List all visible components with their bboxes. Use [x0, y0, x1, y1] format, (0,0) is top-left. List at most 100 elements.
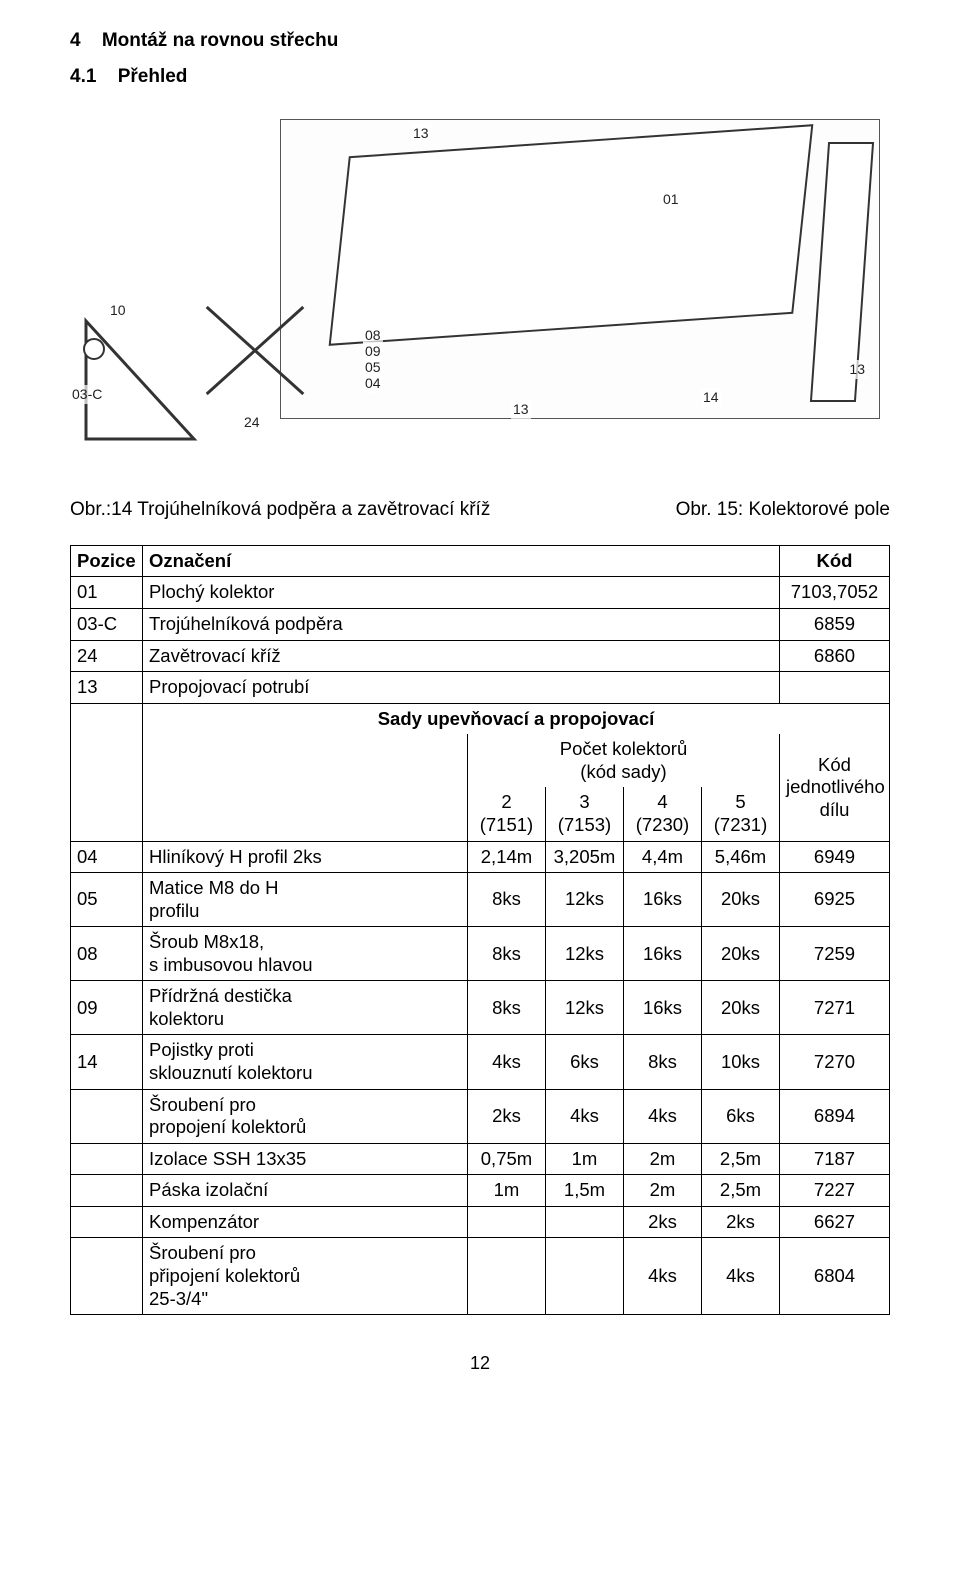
cell-oznaceni: Přídržná destičkakolektoru: [143, 981, 468, 1035]
cell-v3: 3,205m: [545, 841, 623, 873]
cell-oznaceni: Hliníkový H profil 2ks: [143, 841, 468, 873]
cell-oznaceni: Matice M8 do Hprofilu: [143, 873, 468, 927]
cell-v3: 4ks: [545, 1089, 623, 1143]
row-pocet-header: Počet kolektorů (kód sady) Kód jednotliv…: [71, 734, 890, 787]
cell-kod: 7187: [780, 1143, 890, 1175]
cell-kod: 7103,7052: [780, 577, 890, 609]
cell-v3: 12ks: [545, 981, 623, 1035]
cell-pozice: 08: [71, 927, 143, 981]
cell-kod: 6859: [780, 609, 890, 641]
cell-v4: 16ks: [623, 927, 701, 981]
table-row: Izolace SSH 13x350,75m1m2m2,5m7187: [71, 1143, 890, 1175]
cell-kod: 6925: [780, 873, 890, 927]
th-kod: Kód: [780, 545, 890, 577]
fig-label-04: 04: [363, 374, 383, 393]
figure-area: 13 01 08 09 05 04 13 14 13 10 03-C 24: [70, 119, 890, 479]
cell-kod: 7271: [780, 981, 890, 1035]
row-sady-header: Sady upevňovací a propojovací: [71, 703, 890, 734]
cell-kod: 6627: [780, 1206, 890, 1238]
fig-label-13c: 13: [847, 360, 867, 379]
table-row: 14Pojistky protisklouznutí kolektoru4ks6…: [71, 1035, 890, 1089]
th-sady: Sady upevňovací a propojovací: [143, 703, 890, 734]
cell-v5: 20ks: [701, 981, 779, 1035]
figure-collector-field: 13 01 08 09 05 04 13 14 13: [280, 119, 880, 419]
th-pocet-text: Počet kolektorů (kód sady): [560, 738, 688, 782]
cell-v3: [545, 1238, 623, 1315]
cell-v2: 2,14m: [467, 841, 545, 873]
subsection-number: 4.1: [70, 64, 96, 90]
cell-oznaceni: Plochý kolektor: [143, 577, 780, 609]
cell-v4: 2m: [623, 1143, 701, 1175]
th-c4: 4(7230): [623, 787, 701, 841]
fig-label-01: 01: [661, 190, 681, 209]
figure-support-cross: 10 03-C 24: [70, 289, 320, 479]
cell-kod: 6949: [780, 841, 890, 873]
fig-label-24: 24: [242, 413, 262, 432]
cell-oznaceni: Pojistky protisklouznutí kolektoru: [143, 1035, 468, 1089]
table-header-row: Pozice Označení Kód: [71, 545, 890, 577]
cell-v5: 10ks: [701, 1035, 779, 1089]
cell-kod: 6894: [780, 1089, 890, 1143]
cell-oznaceni: Šroub M8x18,s imbusovou hlavou: [143, 927, 468, 981]
cell-pozice: [71, 1089, 143, 1143]
table-row: 13Propojovací potrubí: [71, 672, 890, 704]
cell-pozice: 14: [71, 1035, 143, 1089]
cell-pozice: 04: [71, 841, 143, 873]
subsection-heading: 4.1 Přehled: [70, 64, 890, 90]
page-number: 12: [70, 1351, 890, 1375]
figure-panel: [329, 124, 814, 346]
section-title: Montáž na rovnou střechu: [102, 30, 338, 51]
th-kod-dilu-text: Kód jednotlivého dílu: [786, 754, 885, 820]
cell-oznaceni: Propojovací potrubí: [143, 672, 780, 704]
cell-oznaceni: Trojúhelníková podpěra: [143, 609, 780, 641]
cell-v4: 16ks: [623, 873, 701, 927]
table-row: Šroubení propropojení kolektorů2ks4ks4ks…: [71, 1089, 890, 1143]
cell-v2: 8ks: [467, 981, 545, 1035]
cell-oznaceni: Páska izolační: [143, 1175, 468, 1207]
th-c2: 2(7151): [467, 787, 545, 841]
cell-v5: 2,5m: [701, 1143, 779, 1175]
cell-kod: 7259: [780, 927, 890, 981]
cell-empty: [71, 734, 143, 787]
th-c4a: 4: [657, 791, 667, 812]
cell-v3: 1m: [545, 1143, 623, 1175]
th-c5: 5(7231): [701, 787, 779, 841]
cell-pozice: 13: [71, 672, 143, 704]
th-oznaceni: Označení: [143, 545, 780, 577]
cell-oznaceni: Šroubení propřipojení kolektorů25-3/4": [143, 1238, 468, 1315]
cell-pozice: [71, 1238, 143, 1315]
fig-label-03c: 03-C: [70, 385, 104, 404]
cell-pozice: [71, 1206, 143, 1238]
fig-label-10: 10: [108, 301, 128, 320]
cell-v2: 8ks: [467, 927, 545, 981]
cell-v4: 2ks: [623, 1206, 701, 1238]
cell-v4: 2m: [623, 1175, 701, 1207]
cell-oznaceni: Zavětrovací kříž: [143, 640, 780, 672]
cell-v4: 16ks: [623, 981, 701, 1035]
cell-v3: 12ks: [545, 873, 623, 927]
cell-v3: 1,5m: [545, 1175, 623, 1207]
cell-v2: 2ks: [467, 1089, 545, 1143]
cell-pozice: 24: [71, 640, 143, 672]
caption-right: Obr. 15: Kolektorové pole: [676, 497, 890, 523]
th-c3a: 3: [579, 791, 589, 812]
cell-oznaceni: Kompenzátor: [143, 1206, 468, 1238]
table-row: 04Hliníkový H profil 2ks2,14m3,205m4,4m5…: [71, 841, 890, 873]
cell-v5: 2,5m: [701, 1175, 779, 1207]
cell-kod: 7227: [780, 1175, 890, 1207]
th-c3: 3(7153): [545, 787, 623, 841]
cell-v2: 0,75m: [467, 1143, 545, 1175]
th-pozice: Pozice: [71, 545, 143, 577]
cell-pozice: 09: [71, 981, 143, 1035]
th-pocet: Počet kolektorů (kód sady): [467, 734, 779, 787]
cell-v2: 1m: [467, 1175, 545, 1207]
cell-empty: [71, 703, 143, 734]
fig-label-13b: 13: [511, 400, 531, 419]
cell-v5: 6ks: [701, 1089, 779, 1143]
cell-oznaceni: Izolace SSH 13x35: [143, 1143, 468, 1175]
cell-v5: 2ks: [701, 1206, 779, 1238]
section-number: 4: [70, 28, 81, 54]
cell-v4: 8ks: [623, 1035, 701, 1089]
cell-v3: 6ks: [545, 1035, 623, 1089]
cell-pozice: [71, 1175, 143, 1207]
